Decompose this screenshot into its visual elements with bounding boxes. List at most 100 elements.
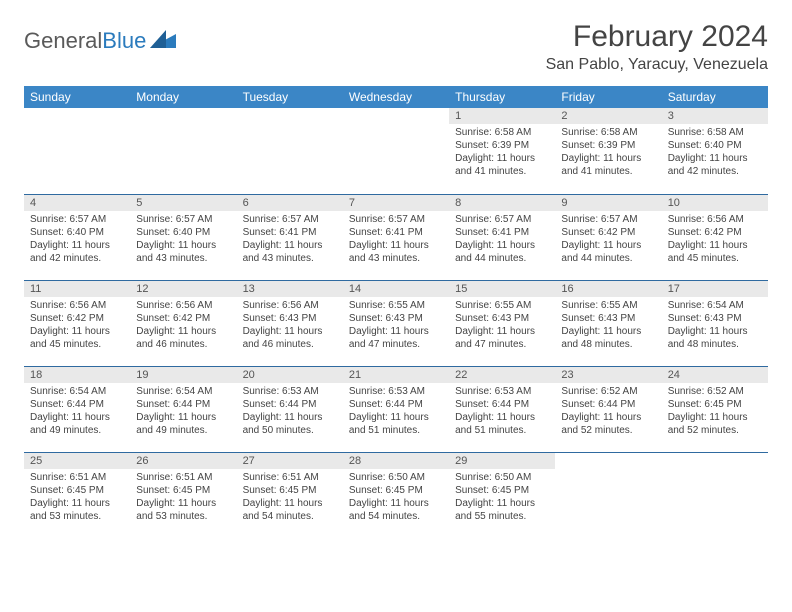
location: San Pablo, Yaracuy, Venezuela (546, 56, 768, 74)
sunset-text: Sunset: 6:45 PM (455, 484, 549, 497)
day-number: 11 (24, 281, 130, 297)
day-number: 1 (449, 108, 555, 124)
daylight-text: Daylight: 11 hours and 47 minutes. (455, 325, 549, 351)
calendar-day-cell: 5Sunrise: 6:57 AMSunset: 6:40 PMDaylight… (130, 194, 236, 280)
calendar-day-cell: 3 Sunrise: 6:58 AMSunset: 6:40 PMDaylight… (662, 108, 768, 194)
sunrise-text: Sunrise: 6:52 AM (561, 385, 655, 398)
calendar-day-cell: 8Sunrise: 6:57 AMSunset: 6:41 PMDaylight… (449, 194, 555, 280)
calendar-day-cell (237, 108, 343, 194)
day-number: 8 (449, 195, 555, 211)
daylight-text: Daylight: 11 hours and 41 minutes. (455, 152, 549, 178)
sunrise-text: Sunrise: 6:56 AM (243, 299, 337, 312)
day-details: Sunrise: 6:58 AMSunset: 6:39 PMDaylight:… (449, 124, 555, 182)
daylight-text: Daylight: 11 hours and 50 minutes. (243, 411, 337, 437)
day-number: 20 (237, 367, 343, 383)
day-details: Sunrise: 6:57 AMSunset: 6:40 PMDaylight:… (130, 211, 236, 269)
calendar-day-cell: 4Sunrise: 6:57 AMSunset: 6:40 PMDaylight… (24, 194, 130, 280)
calendar-day-cell: 7Sunrise: 6:57 AMSunset: 6:41 PMDaylight… (343, 194, 449, 280)
sunrise-text: Sunrise: 6:51 AM (136, 471, 230, 484)
calendar-day-cell: 23Sunrise: 6:52 AMSunset: 6:44 PMDayligh… (555, 366, 661, 452)
calendar-day-cell (24, 108, 130, 194)
sunset-text: Sunset: 6:44 PM (30, 398, 124, 411)
sunset-text: Sunset: 6:43 PM (455, 312, 549, 325)
sunrise-text: Sunrise: 6:57 AM (136, 213, 230, 226)
calendar-day-cell (130, 108, 236, 194)
logo-text-2: Blue (102, 28, 146, 54)
sunrise-text: Sunrise: 6:58 AM (561, 126, 655, 139)
calendar-day-cell: 9Sunrise: 6:57 AMSunset: 6:42 PMDaylight… (555, 194, 661, 280)
day-number: 16 (555, 281, 661, 297)
day-number: 17 (662, 281, 768, 297)
calendar-day-cell: 12Sunrise: 6:56 AMSunset: 6:42 PMDayligh… (130, 280, 236, 366)
calendar-day-cell: 13Sunrise: 6:56 AMSunset: 6:43 PMDayligh… (237, 280, 343, 366)
daylight-text: Daylight: 11 hours and 43 minutes. (349, 239, 443, 265)
day-details: Sunrise: 6:55 AMSunset: 6:43 PMDaylight:… (449, 297, 555, 355)
daylight-text: Daylight: 11 hours and 46 minutes. (243, 325, 337, 351)
daylight-text: Daylight: 11 hours and 54 minutes. (349, 497, 443, 523)
daylight-text: Daylight: 11 hours and 43 minutes. (136, 239, 230, 265)
sunrise-text: Sunrise: 6:54 AM (668, 299, 762, 312)
calendar-day-cell: 14Sunrise: 6:55 AMSunset: 6:43 PMDayligh… (343, 280, 449, 366)
sunrise-text: Sunrise: 6:58 AM (668, 126, 762, 139)
calendar-day-cell: 15Sunrise: 6:55 AMSunset: 6:43 PMDayligh… (449, 280, 555, 366)
sunrise-text: Sunrise: 6:50 AM (349, 471, 443, 484)
weekday-header: Wednesday (343, 86, 449, 108)
day-details: Sunrise: 6:55 AMSunset: 6:43 PMDaylight:… (555, 297, 661, 355)
day-number: 23 (555, 367, 661, 383)
day-details: Sunrise: 6:53 AMSunset: 6:44 PMDaylight:… (449, 383, 555, 441)
daylight-text: Daylight: 11 hours and 53 minutes. (136, 497, 230, 523)
daylight-text: Daylight: 11 hours and 53 minutes. (30, 497, 124, 523)
sunset-text: Sunset: 6:42 PM (30, 312, 124, 325)
sunrise-text: Sunrise: 6:54 AM (136, 385, 230, 398)
calendar-week-row: 25Sunrise: 6:51 AMSunset: 6:45 PMDayligh… (24, 452, 768, 538)
day-details: Sunrise: 6:57 AMSunset: 6:40 PMDaylight:… (24, 211, 130, 269)
daylight-text: Daylight: 11 hours and 48 minutes. (668, 325, 762, 351)
weekday-header: Tuesday (237, 86, 343, 108)
sunrise-text: Sunrise: 6:52 AM (668, 385, 762, 398)
day-number: 18 (24, 367, 130, 383)
sunset-text: Sunset: 6:43 PM (668, 312, 762, 325)
daylight-text: Daylight: 11 hours and 52 minutes. (668, 411, 762, 437)
sunset-text: Sunset: 6:43 PM (243, 312, 337, 325)
sunset-text: Sunset: 6:39 PM (561, 139, 655, 152)
day-number: 10 (662, 195, 768, 211)
day-number: 15 (449, 281, 555, 297)
day-details: Sunrise: 6:51 AMSunset: 6:45 PMDaylight:… (237, 469, 343, 527)
sunset-text: Sunset: 6:43 PM (561, 312, 655, 325)
daylight-text: Daylight: 11 hours and 45 minutes. (668, 239, 762, 265)
day-number: 5 (130, 195, 236, 211)
day-number: 9 (555, 195, 661, 211)
calendar-day-cell: 29Sunrise: 6:50 AMSunset: 6:45 PMDayligh… (449, 452, 555, 538)
sunrise-text: Sunrise: 6:57 AM (349, 213, 443, 226)
calendar-day-cell: 21Sunrise: 6:53 AMSunset: 6:44 PMDayligh… (343, 366, 449, 452)
day-details: Sunrise: 6:57 AMSunset: 6:42 PMDaylight:… (555, 211, 661, 269)
day-details: Sunrise: 6:58 AMSunset: 6:39 PMDaylight:… (555, 124, 661, 182)
day-details: Sunrise: 6:56 AMSunset: 6:42 PMDaylight:… (662, 211, 768, 269)
day-details: Sunrise: 6:56 AMSunset: 6:43 PMDaylight:… (237, 297, 343, 355)
sunrise-text: Sunrise: 6:50 AM (455, 471, 549, 484)
day-details: Sunrise: 6:54 AMSunset: 6:43 PMDaylight:… (662, 297, 768, 355)
day-details: Sunrise: 6:53 AMSunset: 6:44 PMDaylight:… (237, 383, 343, 441)
daylight-text: Daylight: 11 hours and 42 minutes. (668, 152, 762, 178)
sunset-text: Sunset: 6:40 PM (30, 226, 124, 239)
sunset-text: Sunset: 6:39 PM (455, 139, 549, 152)
day-details: Sunrise: 6:57 AMSunset: 6:41 PMDaylight:… (343, 211, 449, 269)
sunset-text: Sunset: 6:43 PM (349, 312, 443, 325)
daylight-text: Daylight: 11 hours and 49 minutes. (136, 411, 230, 437)
sunrise-text: Sunrise: 6:53 AM (455, 385, 549, 398)
calendar-day-cell: 10Sunrise: 6:56 AMSunset: 6:42 PMDayligh… (662, 194, 768, 280)
day-number: 3 (662, 108, 768, 124)
calendar-day-cell: 1Sunrise: 6:58 AMSunset: 6:39 PMDaylight… (449, 108, 555, 194)
calendar-day-cell: 18Sunrise: 6:54 AMSunset: 6:44 PMDayligh… (24, 366, 130, 452)
day-number: 28 (343, 453, 449, 469)
sunset-text: Sunset: 6:40 PM (668, 139, 762, 152)
day-details: Sunrise: 6:50 AMSunset: 6:45 PMDaylight:… (449, 469, 555, 527)
calendar-day-cell: 24Sunrise: 6:52 AMSunset: 6:45 PMDayligh… (662, 366, 768, 452)
calendar-week-row: 11 Sunrise: 6:56 AM Sunset: 6:42 PM Dayligh… (24, 280, 768, 366)
sunrise-text: Sunrise: 6:57 AM (455, 213, 549, 226)
month-title: February 2024 (546, 20, 768, 54)
header: GeneralBlue February 2024 San Pablo, Yar… (24, 20, 768, 74)
sunset-text: Sunset: 6:44 PM (243, 398, 337, 411)
sunset-text: Sunset: 6:42 PM (668, 226, 762, 239)
sunrise-text: Sunrise: 6:58 AM (455, 126, 549, 139)
